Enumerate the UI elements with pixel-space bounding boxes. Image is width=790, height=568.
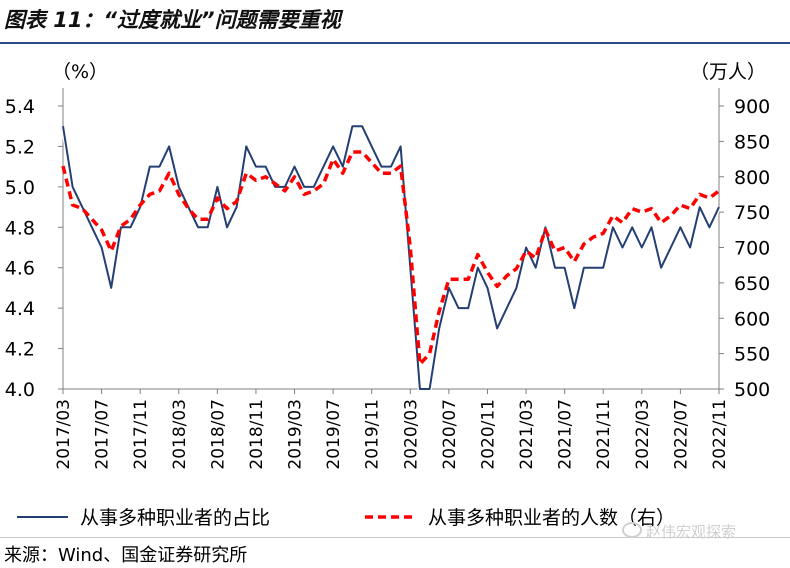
- series-share-line: [62, 125, 720, 390]
- series-layer: [60, 123, 722, 392]
- left-tick-label: 4.6: [5, 258, 35, 280]
- x-tick-label: 2017/03: [54, 399, 74, 470]
- x-tick-label: 2017/11: [131, 399, 151, 470]
- right-tick-label: 650: [734, 273, 770, 295]
- right-tick-label: 550: [734, 344, 770, 366]
- chart-title: 图表 11：“过度就业”问题需要重视: [4, 8, 341, 32]
- x-tick-label: 2018/03: [170, 399, 190, 470]
- x-tick-label: 2022/11: [710, 399, 730, 470]
- left-tick-label: 5.0: [5, 177, 35, 199]
- left-tick-label: 4.0: [5, 379, 35, 401]
- x-tick-label: 2022/03: [633, 399, 653, 470]
- legend-count-label: 从事多种职业者的人数（右）: [428, 507, 675, 529]
- left-tick-label: 5.4: [5, 96, 35, 118]
- x-tick-label: 2019/03: [286, 399, 306, 470]
- right-tick-label: 800: [734, 167, 770, 189]
- right-tick-label: 850: [734, 131, 770, 153]
- right-tick-label: 900: [734, 96, 770, 118]
- x-tick-label: 2021/03: [517, 399, 537, 470]
- axis-ticks: [58, 105, 724, 394]
- title-divider: [0, 42, 790, 44]
- right-tick-label: 500: [734, 379, 770, 401]
- x-tick-label: 2018/07: [208, 399, 228, 470]
- x-tick-label: 2020/07: [440, 399, 460, 470]
- legend-share-label: 从事多种职业者的占比: [80, 507, 270, 529]
- watermark: 赵伟宏观探索: [622, 521, 736, 542]
- x-tick-label: 2021/07: [556, 399, 576, 470]
- x-tick-label: 2021/11: [594, 399, 614, 470]
- source-note: 来源：Wind、国金证券研究所: [4, 545, 248, 566]
- x-tick-label: 2018/11: [247, 399, 267, 470]
- x-tick-label: 2017/07: [93, 399, 113, 470]
- left-unit-label: （%）: [52, 61, 108, 83]
- series-count-line: [61, 150, 721, 366]
- right-tick-label: 700: [734, 238, 770, 260]
- left-tick-label: 4.4: [5, 298, 35, 320]
- x-tick-label: 2022/07: [671, 399, 691, 470]
- legend-divider: [0, 537, 790, 538]
- legend: 从事多种职业者的占比 从事多种职业者的人数（右）: [17, 507, 675, 529]
- wechat-icon: [622, 522, 642, 538]
- right-unit-label: （万人）: [690, 61, 766, 83]
- left-tick-label: 5.2: [5, 136, 35, 158]
- right-tick-label: 750: [734, 202, 770, 224]
- x-tick-label: 2020/11: [478, 399, 498, 470]
- watermark-text: 赵伟宏观探索: [646, 523, 737, 541]
- axis-labels: （%） （万人） 4.0 4.2 4.4 4.6 4.8 5.0 5.2 5.4 500 550 600…: [5, 61, 770, 470]
- right-tick-label: 600: [734, 308, 770, 330]
- x-tick-label: 2019/07: [324, 399, 344, 470]
- left-tick-label: 4.8: [5, 217, 35, 239]
- x-tick-label: 2019/11: [363, 399, 383, 470]
- x-tick-label: 2020/03: [401, 399, 421, 470]
- dual-axis-line-chart: （%） （万人） 4.0 4.2 4.4 4.6 4.8 5.0 5.2 5.4 500 550 600…: [5, 61, 770, 529]
- left-tick-label: 4.2: [5, 339, 35, 361]
